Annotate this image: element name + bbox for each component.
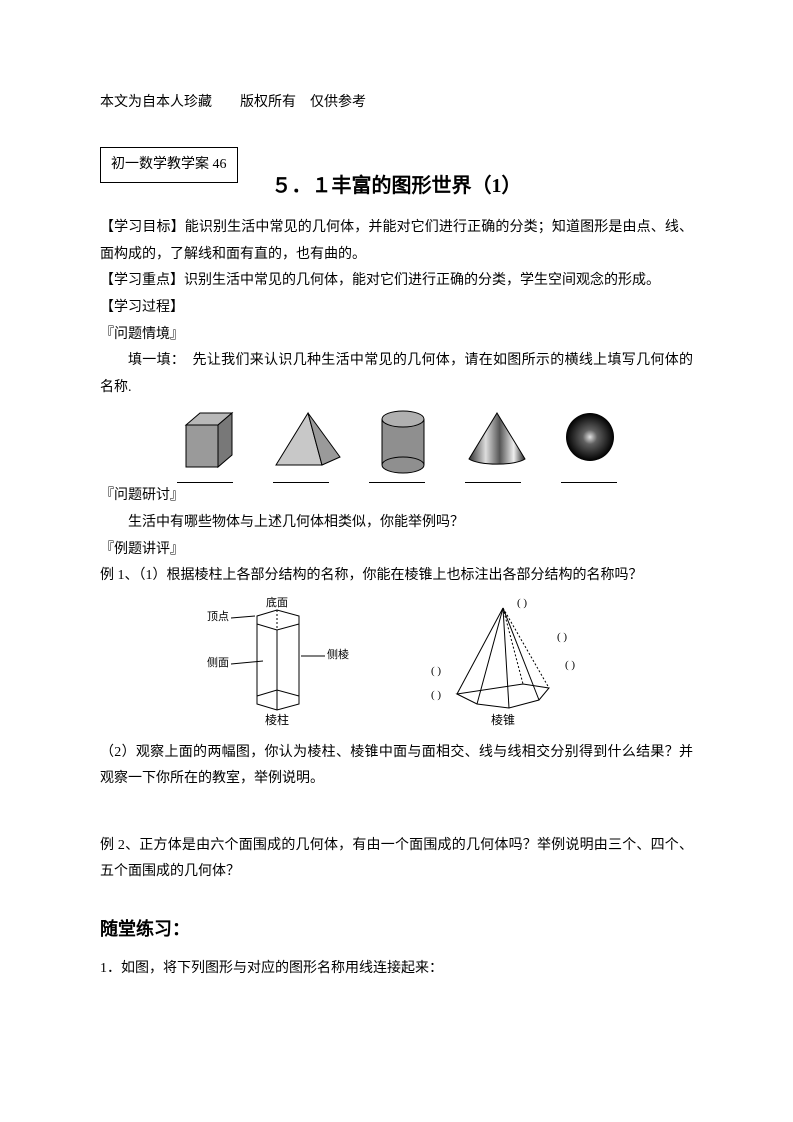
shape-sphere [562, 409, 618, 475]
example-label: 『例题讲评』 [100, 537, 693, 564]
process-label: 【学习过程】 [100, 295, 693, 322]
spacer [100, 793, 693, 833]
blank-5 [561, 481, 617, 483]
shape-cylinder [374, 409, 432, 475]
blank-1 [177, 481, 233, 483]
svg-text:棱柱: 棱柱 [264, 712, 288, 726]
objectives-label: 【学习目标】 [100, 220, 185, 235]
practice-heading: 随堂练习： [100, 912, 693, 946]
lesson-box: 初一数学教学案 46 [100, 147, 238, 184]
focus-text: 识别生活中常见的几何体，能对它们进行正确的分类，学生空间观念的形成。 [184, 273, 660, 288]
practice1-text: 1．如图，将下列图形与对应的图形名称用线连接起来： [100, 956, 693, 983]
svg-text:( ): ( ) [431, 665, 441, 677]
svg-text:( ): ( ) [517, 597, 527, 609]
objectives: 【学习目标】能识别生活中常见的几何体，并能对它们进行正确的分类；知道图形是由点、… [100, 215, 693, 268]
situation-label: 『问题情境』 [100, 322, 693, 349]
svg-text:棱锥: 棱锥 [490, 712, 514, 726]
example2-text: 例 2、正方体是由六个面围成的几何体，有由一个面围成的几何体吗？举例说明由三个、… [100, 833, 693, 886]
header-note: 本文为自本人珍藏 版权所有 仅供参考 [100, 90, 693, 117]
focus: 【学习重点】识别生活中常见的几何体，能对它们进行正确的分类，学生空间观念的形成。 [100, 268, 693, 295]
blank-3 [369, 481, 425, 483]
blank-4 [465, 481, 521, 483]
svg-text:顶点: 顶点 [207, 610, 229, 623]
discuss-text: 生活中有哪些物体与上述几何体相类似，你能举例吗？ [100, 510, 693, 537]
prism-diagram: 顶点 底面 侧面 侧棱 棱柱 [197, 596, 367, 734]
shape-cone [462, 409, 532, 475]
pyramid-diagram: ( ) ( ) ( ) ( ) ( ) 棱锥 [417, 596, 597, 734]
example1-q2: （2）观察上面的两幅图，你认为棱柱、棱锥中面与面相交、线与线相交分别得到什么结果… [100, 740, 693, 793]
focus-label: 【学习重点】 [100, 273, 184, 288]
shapes-row [100, 409, 693, 475]
diagrams-row: 顶点 底面 侧面 侧棱 棱柱 ( ) [100, 596, 693, 734]
blank-2 [273, 481, 329, 483]
page: 本文为自本人珍藏 版权所有 仅供参考 初一数学教学案 46 ５．１丰富的图形世界… [0, 0, 793, 1122]
blanks-row [100, 481, 693, 483]
svg-text:底面: 底面 [266, 596, 288, 609]
discuss-label: 『问题研讨』 [100, 483, 693, 510]
svg-text:侧面: 侧面 [207, 656, 229, 669]
shape-pyramid [272, 409, 344, 475]
svg-text:( ): ( ) [565, 659, 575, 671]
svg-text:侧棱: 侧棱 [327, 648, 349, 661]
objectives-text: 能识别生活中常见的几何体，并能对它们进行正确的分类；知道图形是由点、线、面构成的… [100, 220, 693, 262]
example1-text: 例 1、（1）根据棱柱上各部分结构的名称，你能在棱锥上也标注出各部分结构的名称吗… [100, 563, 693, 590]
svg-text:( ): ( ) [431, 689, 441, 701]
fill-in-text: 填一填： 先让我们来认识几种生活中常见的几何体，请在如图所示的横线上填写几何体的… [100, 348, 693, 401]
shape-cube [176, 409, 242, 475]
svg-text:( ): ( ) [557, 631, 567, 643]
